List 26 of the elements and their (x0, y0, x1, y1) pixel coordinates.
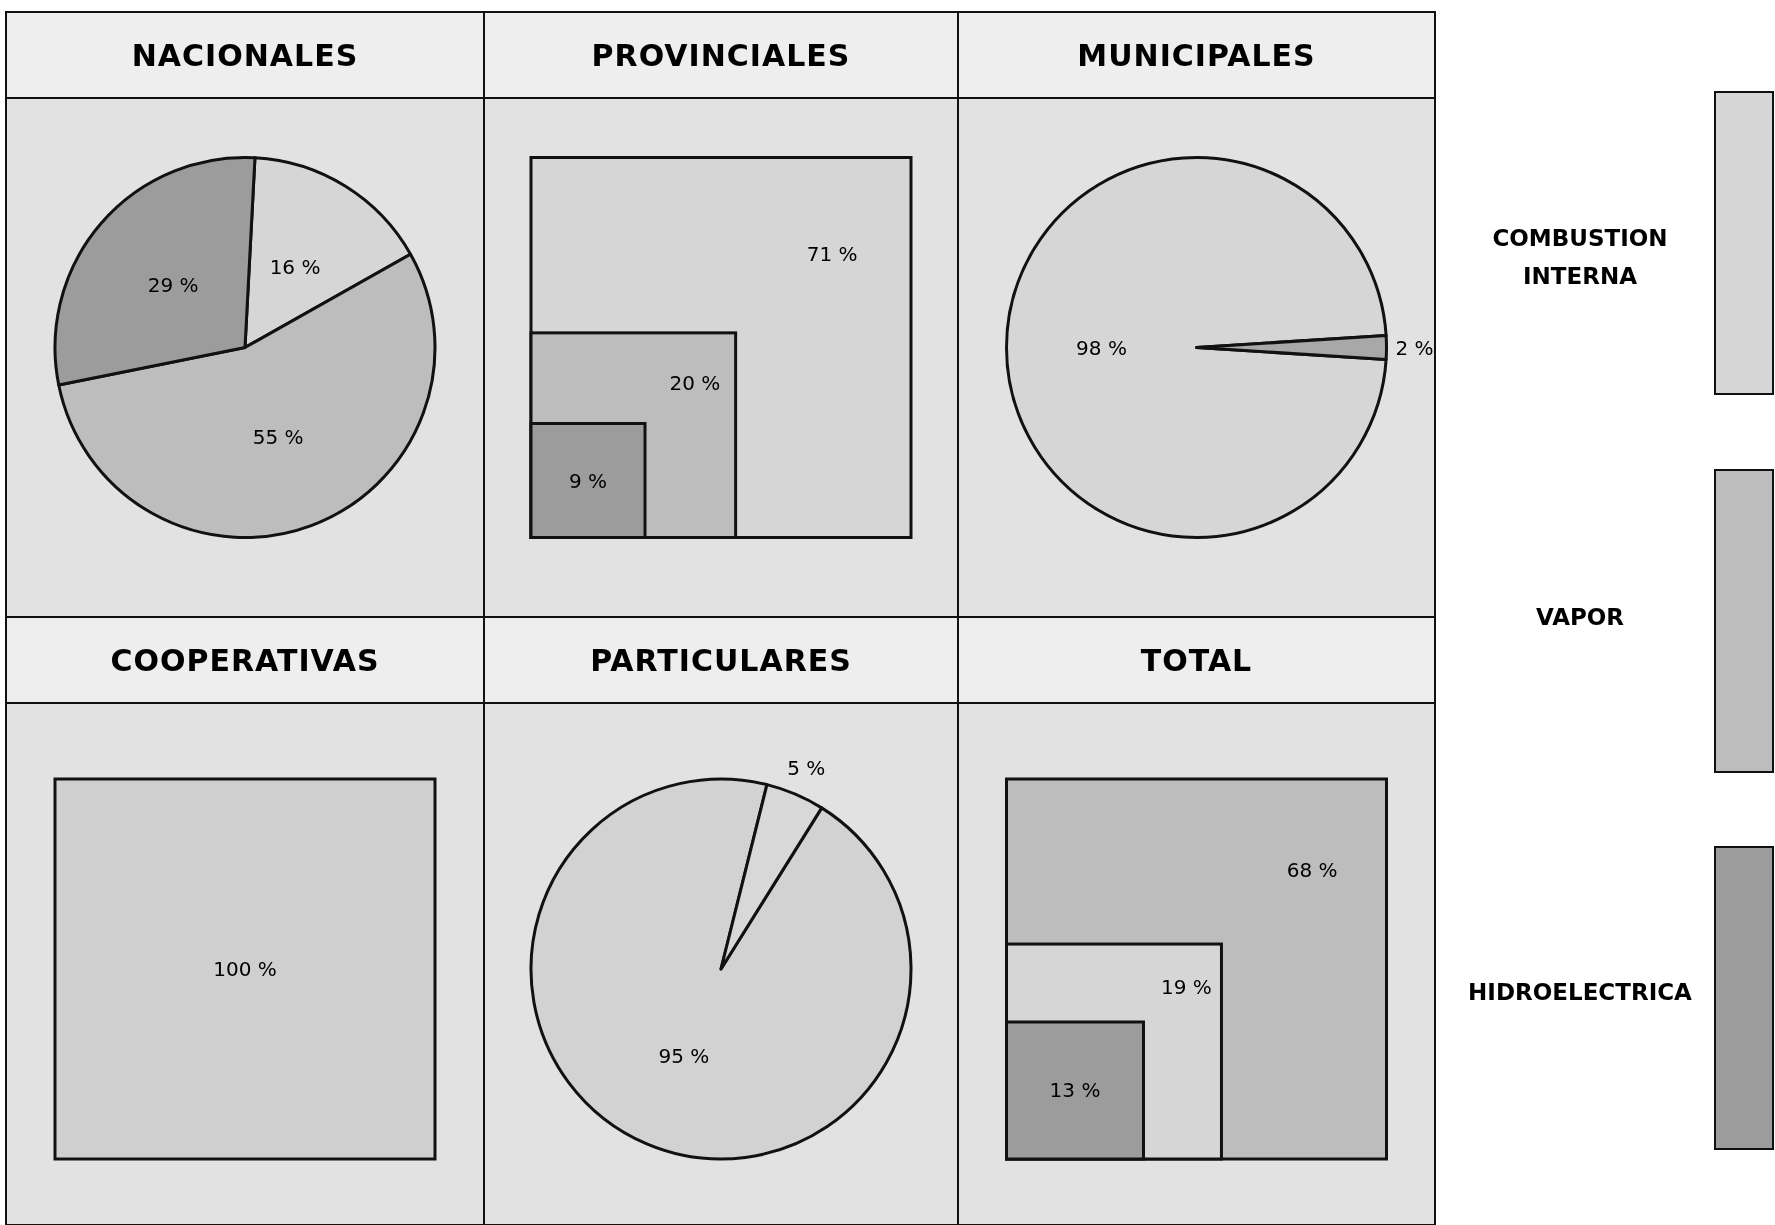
category-label: VAPOR (1535, 604, 1625, 630)
pie-slice (1005, 156, 1388, 539)
data-label: 20 % (669, 370, 721, 395)
pie-slice (529, 777, 913, 1161)
category-label: HIDROELECTRICA (1468, 979, 1693, 1005)
data-label: 71 % (806, 241, 858, 266)
data-label: 55 % (252, 424, 304, 449)
chart-title: PARTICULARES (590, 642, 852, 678)
data-label: 13 % (1049, 1078, 1101, 1103)
data-label: 16 % (269, 254, 321, 279)
text: PROVINCIALES (591, 37, 851, 73)
data-label: 95 % (658, 1044, 710, 1069)
chart-title: NACIONALES (131, 37, 359, 73)
text: COOPERATIVAS (110, 642, 380, 678)
text: TOTAL (1140, 642, 1253, 678)
pie-slice (719, 783, 824, 971)
data-label: 9 % (568, 468, 608, 493)
data-label: 68 % (1286, 857, 1338, 882)
data-label: 29 % (147, 273, 199, 298)
data-label: 98 % (1076, 335, 1127, 360)
chart-title: MUNICIPALES (1077, 37, 1316, 73)
data-label: 2 % (1395, 335, 1434, 360)
data-label: 100 % (213, 957, 277, 981)
data-label: 5 % (787, 756, 826, 781)
data-label: 19 % (1160, 974, 1212, 999)
category-label: COMBUSTION INTERNA (1492, 225, 1668, 289)
